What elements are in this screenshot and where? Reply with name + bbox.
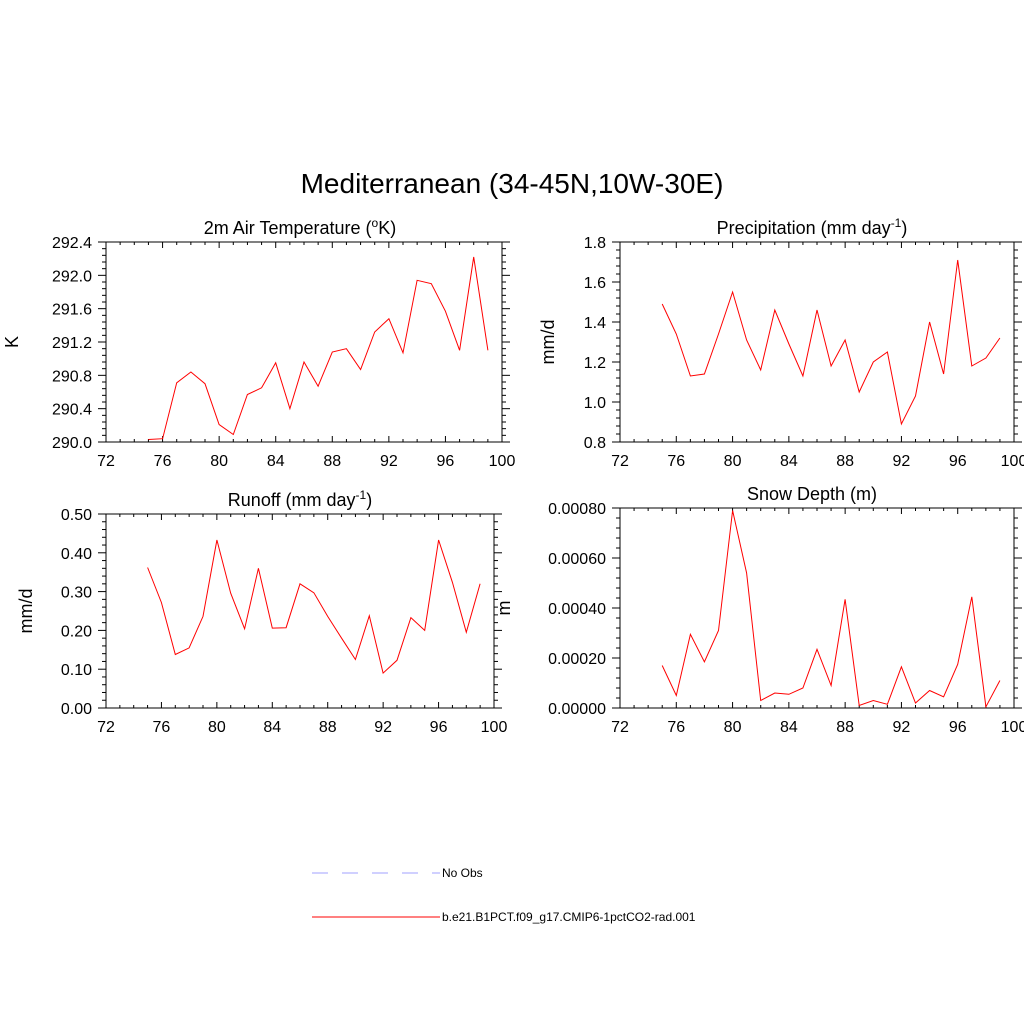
y-tick-label: 1.4 xyxy=(584,315,606,332)
series-line-precipitation xyxy=(661,259,1001,426)
x-tick-label: 84 xyxy=(263,719,281,736)
panel-snow-depth: Snow Depth (m) m 72 76 80 84 88 92 96 100 0.00000 0… xyxy=(494,484,1024,736)
x-tick-label: 100 xyxy=(489,453,516,470)
x-tick-label: 88 xyxy=(836,719,854,736)
y-tick-label: 291.2 xyxy=(52,335,92,352)
x-tick-label: 96 xyxy=(430,719,448,736)
x-tick-label: 100 xyxy=(1001,719,1024,736)
plot-frame xyxy=(619,507,1015,709)
x-tick-label: 88 xyxy=(323,453,341,470)
x-tick-label: 72 xyxy=(611,453,629,470)
series-line-snow-depth xyxy=(661,510,1001,709)
x-tick-label: 84 xyxy=(780,453,798,470)
x-tick-label: 92 xyxy=(893,453,911,470)
x-tick-label: 92 xyxy=(380,453,398,470)
y-tick-label: 291.6 xyxy=(52,302,92,319)
legend-label-no-obs: No Obs xyxy=(442,866,483,880)
legend-label-model-run: b.e21.B1PCT.f09_g17.CMIP6-1pctCO2-rad.00… xyxy=(442,910,696,924)
y-axis-label: mm/d xyxy=(16,589,36,634)
x-tick-label: 80 xyxy=(210,453,228,470)
y-tick-label: 292.0 xyxy=(52,268,92,285)
y-tick-label: 0.30 xyxy=(61,585,92,602)
legend: No Obs b.e21.B1PCT.f09_g17.CMIP6-1pctCO2… xyxy=(312,866,696,924)
x-tick-label: 84 xyxy=(267,453,285,470)
x-tick-label: 96 xyxy=(949,719,967,736)
x-tick-label: 72 xyxy=(611,719,629,736)
x-tick-label: 80 xyxy=(724,719,742,736)
plot-frame xyxy=(105,241,503,443)
x-tick-label: 100 xyxy=(1001,453,1024,470)
panel-title: Snow Depth (m) xyxy=(747,484,877,504)
x-tick-label: 88 xyxy=(319,719,337,736)
panel-title: Precipitation (mm day-1) xyxy=(717,216,908,238)
y-tick-label: 1.6 xyxy=(584,275,606,292)
series-line-air-temperature xyxy=(148,256,489,440)
x-tick-label: 84 xyxy=(780,719,798,736)
x-tick-label: 76 xyxy=(667,453,685,470)
y-tick-label: 0.50 xyxy=(61,507,92,524)
plot-frame xyxy=(105,513,495,709)
y-axis-label: mm/d xyxy=(538,320,558,365)
x-tick-label: 80 xyxy=(724,453,742,470)
panels-group: 2m Air Temperature (oK) K 72 76 80 84 88 92 96 10… xyxy=(2,216,1024,736)
series-line-runoff xyxy=(147,539,481,675)
x-tick-label: 96 xyxy=(437,453,455,470)
y-tick-label: 0.20 xyxy=(61,623,92,640)
y-tick-label: 290.4 xyxy=(52,402,92,419)
panel-title: 2m Air Temperature (oK) xyxy=(204,216,396,238)
x-tick-label: 72 xyxy=(97,719,115,736)
panel-runoff: Runoff (mm day-1) mm/d 72 76 80 84 88 92 96 100 0.… xyxy=(16,488,507,736)
x-tick-label: 92 xyxy=(374,719,392,736)
x-tick-label: 76 xyxy=(154,453,172,470)
y-tick-label: 1.2 xyxy=(584,355,606,372)
x-tick-label: 100 xyxy=(481,719,508,736)
y-tick-label: 0.10 xyxy=(61,662,92,679)
y-tick-label: 0.00 xyxy=(61,701,92,718)
y-tick-label: 0.00080 xyxy=(548,501,606,518)
y-tick-label: 0.00020 xyxy=(548,651,606,668)
y-tick-label: 290.8 xyxy=(52,368,92,385)
panel-title: Runoff (mm day-1) xyxy=(228,488,372,510)
panel-air-temperature: 2m Air Temperature (oK) K 72 76 80 84 88 92 96 10… xyxy=(2,216,515,470)
y-tick-label: 0.40 xyxy=(61,546,92,563)
x-tick-label: 96 xyxy=(949,453,967,470)
x-tick-label: 92 xyxy=(893,719,911,736)
x-tick-label: 88 xyxy=(836,453,854,470)
y-tick-label: 0.8 xyxy=(584,435,606,452)
y-tick-label: 0.00000 xyxy=(548,701,606,718)
x-tick-label: 76 xyxy=(153,719,171,736)
y-axis-label: K xyxy=(2,336,22,348)
x-tick-label: 76 xyxy=(667,719,685,736)
y-tick-label: 0.00040 xyxy=(548,601,606,618)
y-tick-label: 290.0 xyxy=(52,435,92,452)
panel-precipitation: Precipitation (mm day-1) mm/d 72 76 80 84 88 92… xyxy=(538,216,1024,470)
x-tick-label: 80 xyxy=(208,719,226,736)
y-tick-label: 1.0 xyxy=(584,395,606,412)
y-tick-label: 1.8 xyxy=(584,235,606,252)
y-tick-label: 0.00060 xyxy=(548,551,606,568)
x-tick-label: 72 xyxy=(97,453,115,470)
y-axis-label: m xyxy=(494,601,514,616)
y-tick-label: 292.4 xyxy=(52,235,92,252)
figure-title: Mediterranean (34-45N,10W-30E) xyxy=(301,168,724,199)
